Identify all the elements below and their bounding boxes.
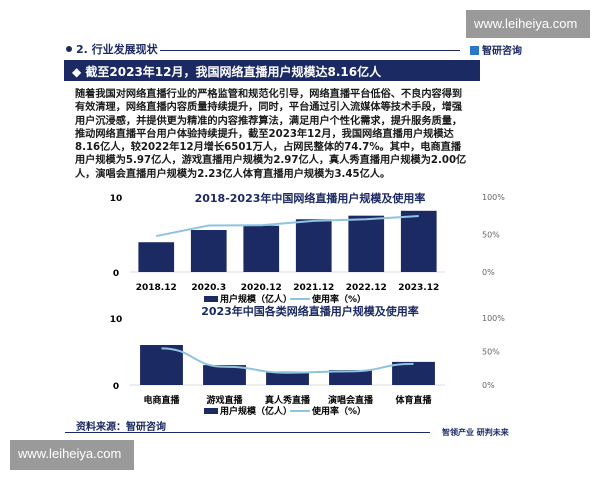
bar bbox=[400, 210, 437, 272]
watermark-bottom: www.leiheiya.com bbox=[10, 440, 134, 470]
bar bbox=[348, 215, 385, 272]
x-tick: 2021.12 bbox=[293, 283, 334, 293]
bar bbox=[138, 242, 175, 272]
logo-icon bbox=[470, 46, 479, 55]
y2-tick: 0% bbox=[482, 381, 495, 390]
x-tick: 真人秀直播 bbox=[265, 394, 311, 406]
section-title: 2. 行业发展现状 bbox=[76, 43, 158, 56]
bar bbox=[392, 361, 435, 385]
headline-banner: ◆ 截至2023年12月，我国网络直播用户规模达8.16亿人 bbox=[64, 60, 480, 81]
body-paragraph: 随着我国对网络直播行业的严格监管和规范化引导，网络直播平台低俗、不良内容得到有效… bbox=[75, 89, 467, 180]
legend-label: 使用率（%） bbox=[311, 293, 366, 305]
y-tick: 0 bbox=[113, 382, 119, 392]
x-tick: 2020.3 bbox=[191, 283, 226, 293]
bar bbox=[266, 371, 309, 385]
x-tick: 体育直播 bbox=[395, 394, 432, 406]
brand-logo: 智研咨询 bbox=[470, 42, 522, 57]
watermark-top: www.leiheiya.com bbox=[466, 10, 590, 38]
divider bbox=[160, 50, 460, 51]
x-tick: 2023.12 bbox=[398, 283, 439, 293]
y2-tick: 0% bbox=[482, 268, 495, 277]
bar bbox=[243, 225, 280, 272]
headline: 截至2023年12月，我国网络直播用户规模达8.16亿人 bbox=[85, 65, 382, 79]
y2-tick: 50% bbox=[482, 348, 500, 357]
usage-rate-line bbox=[156, 214, 419, 238]
bar bbox=[203, 365, 246, 385]
divider bbox=[65, 432, 430, 433]
source-note: 资料来源：智研咨询 bbox=[76, 422, 166, 433]
x-tick: 2022.12 bbox=[346, 283, 387, 293]
legend-label: 使用率（%） bbox=[311, 405, 366, 417]
bar bbox=[329, 370, 372, 385]
y2-tick: 100% bbox=[482, 314, 505, 323]
y-tick: 10 bbox=[110, 194, 123, 204]
legend-bar-swatch bbox=[204, 408, 218, 414]
x-tick: 游戏直播 bbox=[206, 394, 243, 406]
chart1-title: 2018-2023年中国网络直播用户规模及使用率 bbox=[194, 192, 426, 205]
y2-tick: 50% bbox=[482, 231, 500, 240]
y-tick: 10 bbox=[110, 315, 123, 325]
x-tick: 2020.12 bbox=[241, 283, 282, 293]
brand-name: 智研咨询 bbox=[482, 46, 522, 57]
x-tick: 演唱会直播 bbox=[328, 394, 374, 406]
y2-tick: 100% bbox=[482, 193, 505, 202]
usage-rate-line bbox=[161, 347, 414, 374]
x-tick: 2018.12 bbox=[136, 283, 177, 293]
bar bbox=[140, 345, 183, 385]
bar bbox=[190, 230, 227, 272]
legend-label: 用户规模（亿人） bbox=[219, 405, 292, 417]
bullet-icon bbox=[66, 46, 72, 52]
y-tick: 0 bbox=[113, 269, 119, 279]
legend-bar-swatch bbox=[204, 296, 218, 302]
legend-label: 用户规模（亿人） bbox=[219, 293, 292, 305]
slogan: 智领产业 研判未来 bbox=[442, 428, 509, 437]
bar bbox=[295, 219, 332, 272]
x-tick: 电商直播 bbox=[143, 394, 180, 406]
chart2-title: 2023年中国各类网络直播用户规模及使用率 bbox=[201, 305, 419, 318]
